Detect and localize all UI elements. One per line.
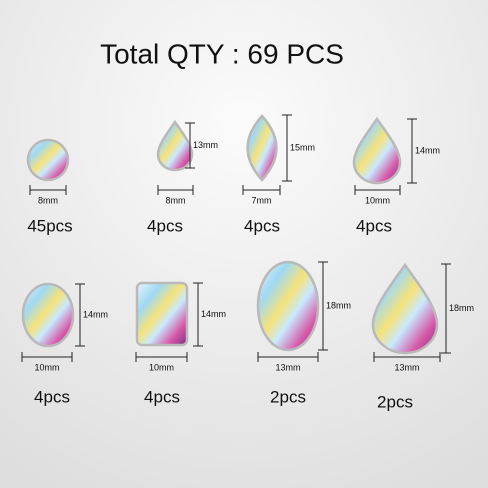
count-label: 4pcs xyxy=(144,387,180,406)
count-label: 4pcs xyxy=(34,387,70,406)
rhinestone xyxy=(246,114,278,182)
height-label: 18mm xyxy=(326,300,351,310)
width-label: 13mm xyxy=(394,362,419,372)
width-label: 7mm xyxy=(252,195,272,205)
rhinestone xyxy=(352,116,402,185)
height-label: 13mm xyxy=(193,140,218,150)
height-label: 14mm xyxy=(201,309,226,319)
height-label: 18mm xyxy=(449,303,474,313)
rhinestone xyxy=(26,138,70,182)
width-label: 13mm xyxy=(275,362,300,372)
rhinestone xyxy=(135,281,189,347)
rhinestone xyxy=(256,260,320,352)
count-label: 4pcs xyxy=(356,216,392,235)
rhinestone xyxy=(21,282,75,348)
title: Total QTY : 69 PCS xyxy=(100,38,344,69)
count-label: 2pcs xyxy=(377,392,413,411)
count-label: 45pcs xyxy=(27,216,72,235)
height-label: 15mm xyxy=(290,142,315,152)
count-label: 2pcs xyxy=(270,387,306,406)
width-label: 10mm xyxy=(34,362,59,372)
count-label: 4pcs xyxy=(244,216,280,235)
rhinestone xyxy=(371,262,439,355)
count-label: 4pcs xyxy=(147,216,183,235)
width-label: 10mm xyxy=(365,195,390,205)
height-label: 14mm xyxy=(415,145,440,155)
width-label: 8mm xyxy=(38,195,58,205)
width-label: 10mm xyxy=(149,362,174,372)
width-label: 8mm xyxy=(166,195,186,205)
height-label: 14mm xyxy=(83,309,108,319)
